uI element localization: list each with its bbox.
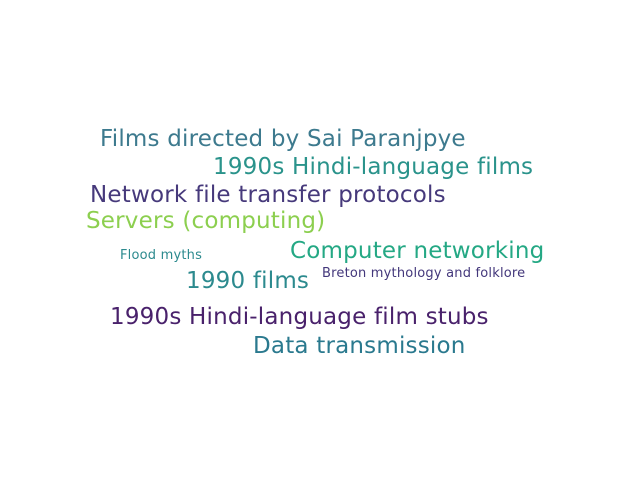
word-films-directed-by-sai-paranjpye: Films directed by Sai Paranjpye [100, 126, 466, 152]
word-servers-computing: Servers (computing) [86, 208, 326, 234]
word-flood-myths: Flood myths [120, 248, 203, 263]
word-breton-mythology-and-folklore: Breton mythology and folklore [322, 266, 526, 281]
word-1990s-hindi-language-films: 1990s Hindi-language films [213, 154, 534, 180]
word-network-file-transfer-protocols: Network file transfer protocols [90, 182, 446, 208]
word-data-transmission: Data transmission [253, 333, 466, 359]
word-1990-films: 1990 films [186, 268, 310, 294]
word-computer-networking: Computer networking [290, 238, 545, 264]
word-1990s-hindi-language-film-stubs: 1990s Hindi-language film stubs [110, 304, 489, 330]
